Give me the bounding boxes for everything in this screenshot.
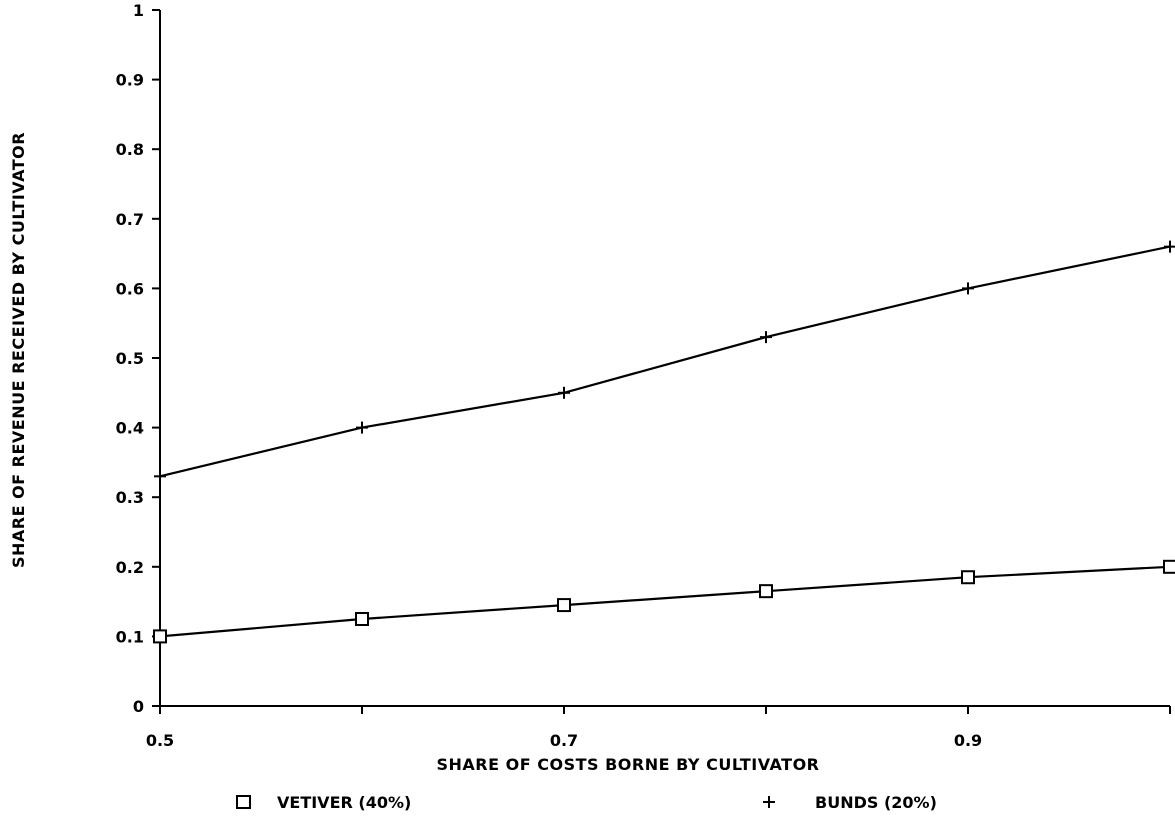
legend-label-vetiver: VETIVER (40%) [277, 793, 411, 812]
y-tick-label: 0 [133, 697, 144, 716]
x-axis-title: SHARE OF COSTS BORNE BY CULTIVATOR [437, 755, 820, 774]
legend-item-vetiver: VETIVER (40%) [236, 793, 411, 812]
x-tick-label: 0.9 [954, 731, 982, 750]
legend-label-bunds: BUNDS (20%) [815, 793, 937, 812]
y-tick-label: 0.5 [116, 349, 144, 368]
x-tick-label: 0.7 [550, 731, 578, 750]
data-point-square [557, 598, 571, 613]
y-axis-ticks: 0 0.1 0.2 0.3 0.4 0.5 0.6 0.7 0.8 0.9 1 [116, 1, 160, 716]
y-tick-label: 1 [133, 1, 144, 20]
x-axis-ticks: 0.5 0.7 0.9 [146, 706, 1171, 750]
series-line-vetiver [159, 565, 1171, 638]
series-vetiver [153, 559, 1175, 644]
data-point-square [1163, 559, 1175, 574]
data-point-plus [1164, 240, 1175, 253]
series-line-bunds [159, 245, 1171, 478]
legend-square-marker-icon [236, 795, 251, 809]
legend-plus-marker-icon [763, 796, 775, 808]
data-point-plus [558, 386, 570, 399]
y-tick-label: 0.8 [116, 140, 144, 159]
data-point-plus [962, 282, 974, 295]
data-point-plus [356, 421, 368, 434]
data-point-square [961, 570, 975, 585]
legend: VETIVER (40%) BUNDS (20%) [236, 793, 937, 812]
data-point-square [759, 584, 773, 599]
y-tick-label: 0.7 [116, 210, 144, 229]
legend-item-bunds: BUNDS (20%) [763, 793, 937, 812]
y-axis-title: SHARE OF REVENUE RECEIVED BY CULTIVATOR [9, 132, 28, 568]
data-point-square [355, 612, 369, 626]
series-bunds [154, 240, 1175, 483]
data-point-square [153, 629, 167, 644]
y-tick-label: 0.6 [116, 279, 144, 298]
plot-frame [159, 10, 1170, 707]
y-tick-label: 0.1 [116, 627, 144, 646]
x-tick-label: 0.5 [146, 731, 174, 750]
y-tick-label: 0.4 [116, 419, 144, 438]
data-point-plus [154, 470, 166, 483]
y-tick-label: 0.9 [116, 71, 144, 90]
y-tick-label: 0.3 [116, 488, 144, 507]
y-tick-label: 0.2 [116, 558, 144, 577]
series-layer [153, 240, 1175, 644]
data-point-plus [760, 331, 772, 344]
